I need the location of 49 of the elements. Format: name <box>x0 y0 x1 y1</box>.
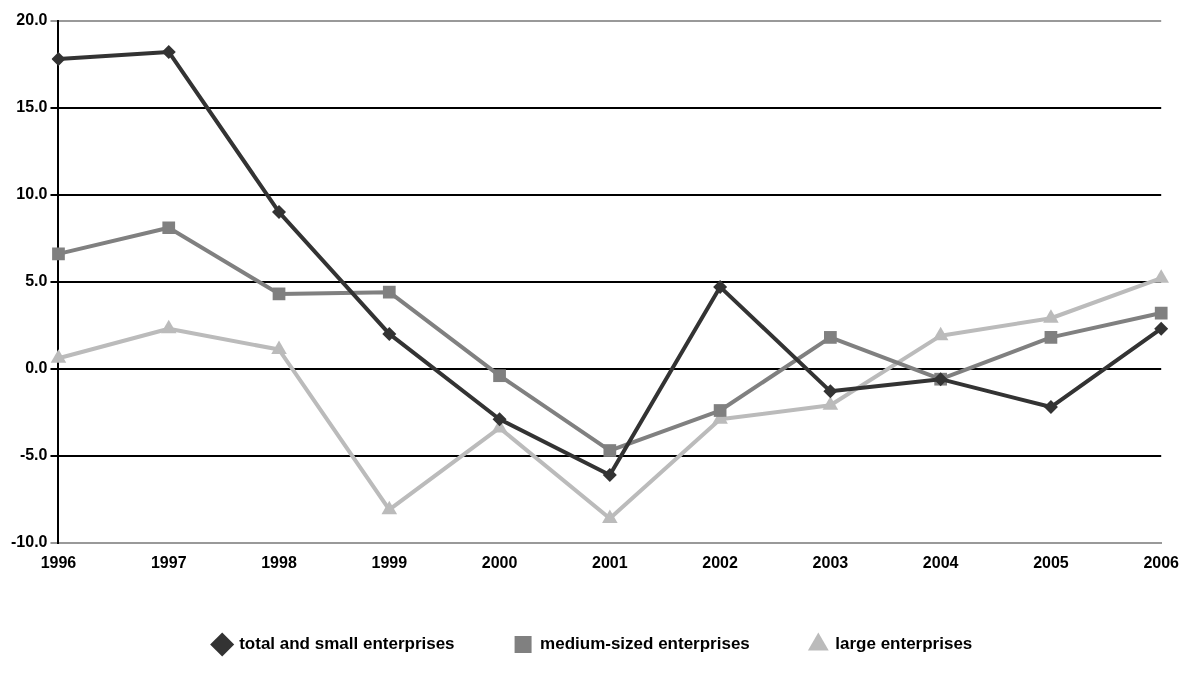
point <box>382 285 396 299</box>
point <box>1153 269 1169 283</box>
point <box>492 412 507 427</box>
x-tick-label: 1997 <box>150 553 187 571</box>
point <box>1043 309 1059 323</box>
legend-label: total and small enterprises <box>239 634 455 654</box>
point <box>160 319 177 334</box>
legend-label: large enterprises <box>835 634 973 654</box>
x-tick-label: 2002 <box>702 553 739 571</box>
point <box>1154 321 1169 336</box>
point <box>713 404 727 417</box>
point <box>272 205 287 220</box>
legend-label: medium-sized enterprises <box>540 634 750 654</box>
x-tick-label: 2001 <box>592 553 628 571</box>
x-tick-label: 2006 <box>1143 553 1180 571</box>
point <box>932 326 949 341</box>
point <box>603 444 617 457</box>
x-tick-label: 1998 <box>261 553 297 571</box>
y-tick-label: 20.0 <box>16 11 48 29</box>
x-tick-label: 2000 <box>481 553 518 571</box>
point <box>602 509 618 523</box>
y-tick-label: 0.0 <box>25 359 48 377</box>
point <box>602 467 617 482</box>
point <box>382 326 397 341</box>
x-tick-label: 1999 <box>371 553 408 571</box>
point <box>1154 306 1168 320</box>
x-tick-label: 2005 <box>1033 553 1069 571</box>
y-tick-label: 10.0 <box>16 185 48 203</box>
point <box>1043 400 1058 415</box>
point <box>51 51 66 66</box>
point <box>50 349 67 363</box>
y-tick-label: 15.0 <box>16 98 48 116</box>
point <box>713 279 728 294</box>
point <box>161 44 176 59</box>
point <box>493 369 506 383</box>
point <box>52 247 65 261</box>
point <box>822 396 839 410</box>
y-tick-label: 5.0 <box>25 272 48 290</box>
x-tick-label: 1996 <box>40 553 77 571</box>
point <box>823 384 838 399</box>
y-tick-label: -5.0 <box>19 446 48 464</box>
point <box>271 340 287 355</box>
y-tick-label: -10.0 <box>11 533 48 551</box>
point <box>162 221 176 235</box>
point <box>1044 331 1058 344</box>
x-tick-label: 2003 <box>812 553 849 571</box>
point <box>381 500 398 515</box>
point <box>824 331 837 344</box>
x-tick-label: 2004 <box>922 553 959 571</box>
